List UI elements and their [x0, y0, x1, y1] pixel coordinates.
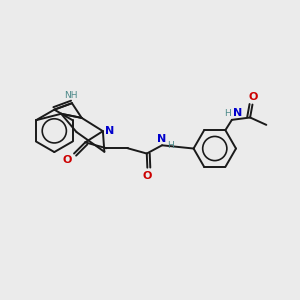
Text: N: N — [158, 134, 167, 143]
Text: O: O — [248, 92, 258, 102]
Text: N: N — [233, 107, 243, 118]
Text: N: N — [105, 126, 115, 136]
Text: H: H — [224, 109, 231, 118]
Text: O: O — [143, 171, 152, 181]
Text: O: O — [63, 155, 72, 165]
Text: H: H — [167, 141, 174, 150]
Text: NH: NH — [64, 91, 77, 100]
